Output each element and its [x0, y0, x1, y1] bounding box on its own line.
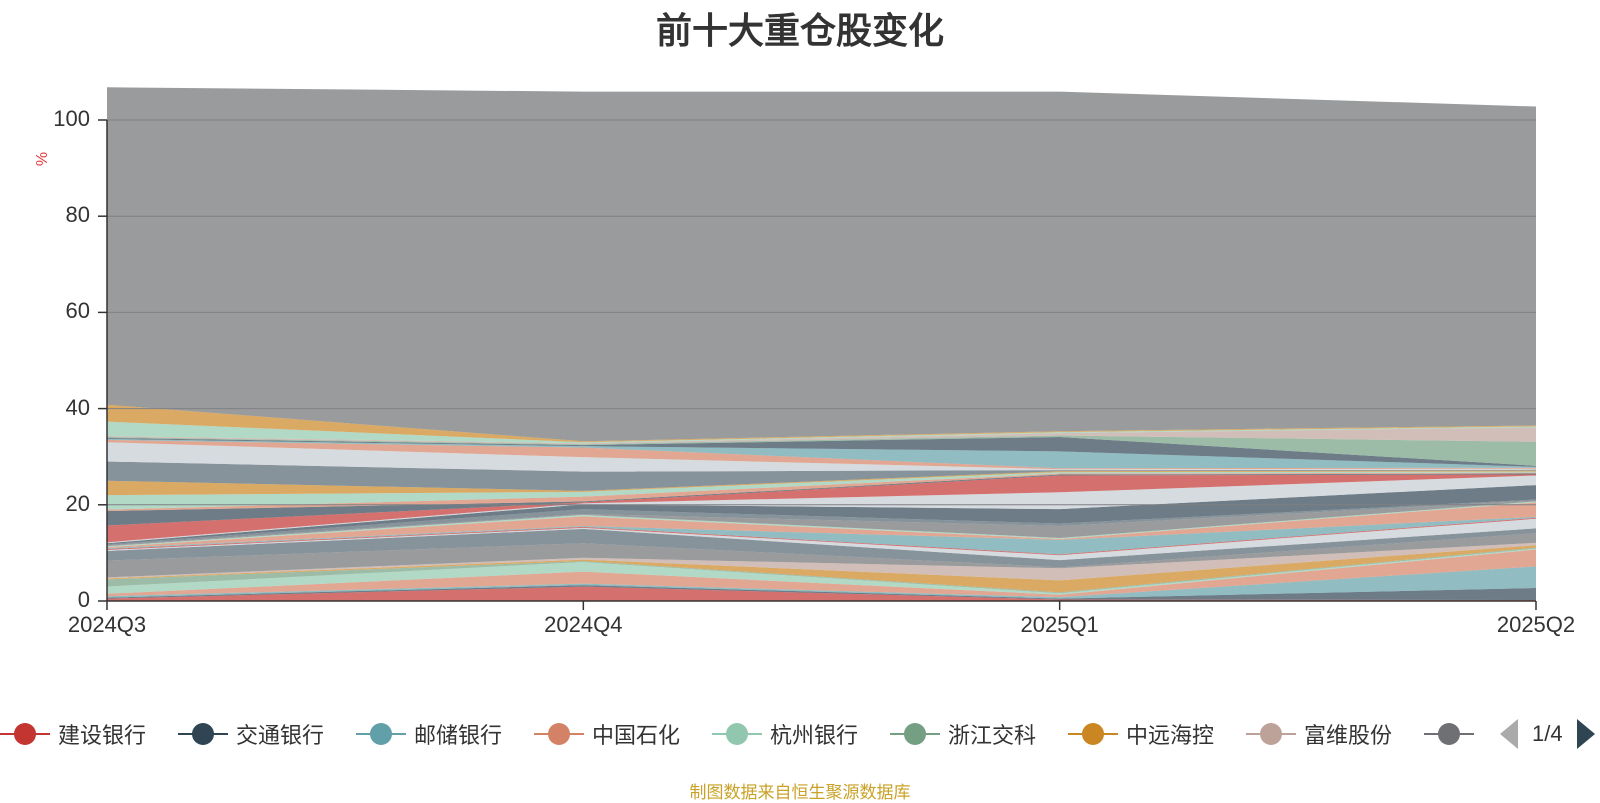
area-layer-11 — [107, 518, 1536, 561]
legend-item-2[interactable]: 交通银行 — [178, 716, 324, 752]
y-tick-label-20: 20 — [65, 490, 90, 516]
legend-marker — [178, 722, 228, 746]
area-layer-16 — [107, 500, 1536, 547]
legend-marker — [1068, 722, 1118, 746]
x-tick-label-2025Q1: 2025Q1 — [1020, 612, 1099, 637]
area-layer-6 — [107, 547, 1536, 594]
y-tick-label-100: 100 — [53, 106, 90, 131]
y-tick-label-60: 60 — [65, 298, 90, 324]
legend-marker — [890, 722, 940, 746]
legend-label: 中远海控 — [1126, 724, 1215, 749]
y-axis-unit: % — [34, 151, 52, 167]
legend-marker — [1246, 722, 1296, 746]
legend-page-indicator: 1/4 — [1532, 721, 1563, 746]
area-layer-13 — [107, 516, 1536, 555]
area-layer-14 — [107, 502, 1536, 549]
legend-marker — [712, 722, 762, 746]
area-layer-25 — [107, 461, 1536, 491]
legend-label: 建设银行 — [58, 724, 147, 749]
source-note: 制图数据来自恒生聚源数据库 — [689, 783, 911, 803]
area-layer-31 — [107, 427, 1536, 445]
x-tick-label-2024Q3: 2024Q3 — [67, 612, 147, 637]
legend-item-6[interactable]: 浙江交科 — [890, 716, 1036, 752]
area-layer-27 — [107, 439, 1536, 470]
legend-item-3[interactable]: 邮储银行 — [356, 716, 502, 752]
legend-marker — [1424, 722, 1474, 746]
legend-label: 富维股份 — [1304, 724, 1393, 749]
area-layer-28 — [107, 438, 1536, 469]
area-layer-32 — [107, 421, 1536, 444]
y-tick-label-80: 80 — [65, 202, 90, 228]
area-layer-8 — [107, 542, 1536, 581]
area-layer-15 — [107, 501, 1536, 548]
area-layer-2 — [107, 585, 1536, 601]
legend-label: 邮储银行 — [414, 724, 503, 749]
legend-item-7[interactable]: 中远海控 — [1068, 716, 1214, 752]
legend: 建设银行 交通银行 邮储银行 中国石化 杭州银行 浙江交科 中远海控 富维股份 汽 — [0, 716, 1480, 752]
x-tick-label-2024Q4: 2024Q4 — [544, 612, 623, 637]
legend-label: 浙江交科 — [948, 724, 1037, 749]
area-layer-18 — [107, 485, 1536, 545]
legend-pager: 1/4 — [1500, 716, 1595, 752]
area-layer-33 — [107, 404, 1536, 443]
area-layer-19 — [107, 475, 1536, 544]
x-tick-label-2025Q2: 2025Q2 — [1496, 612, 1576, 637]
chart-title: 前十大重仓股变化 — [655, 11, 944, 52]
legend-item-4[interactable]: 中国石化 — [534, 716, 680, 752]
legend-label: 中国石化 — [592, 724, 681, 749]
legend-item-8[interactable]: 富维股份 — [1246, 716, 1392, 752]
area-layer-12 — [107, 517, 1536, 556]
area-layer-3 — [107, 566, 1536, 599]
legend-item-1[interactable]: 建设银行 — [0, 716, 146, 752]
legend-label: 交通银行 — [236, 724, 325, 749]
y-tick-label-40: 40 — [65, 394, 90, 420]
legend-item-9[interactable]: 汽 — [1424, 716, 1480, 752]
legend-marker — [356, 722, 406, 746]
legend-item-5[interactable]: 杭州银行 — [712, 716, 858, 752]
y-tick-label-0: 0 — [77, 587, 90, 612]
area-layer-22 — [107, 472, 1536, 512]
area-layer-24 — [107, 470, 1536, 496]
legend-prev-icon[interactable] — [1500, 719, 1518, 749]
area-layer-4 — [107, 549, 1536, 598]
area-layer-7 — [107, 545, 1536, 593]
area-layer-10 — [107, 528, 1536, 568]
legend-label: 杭州银行 — [770, 724, 859, 749]
area-layer-26 — [107, 442, 1536, 472]
area-layer-30 — [107, 435, 1536, 466]
legend-next-icon[interactable] — [1576, 719, 1595, 749]
legend-marker — [0, 722, 50, 746]
area-layer-34 — [107, 87, 1536, 442]
legend-marker — [534, 722, 584, 746]
area-layer-1 — [107, 586, 1536, 601]
area-layer-29 — [107, 436, 1536, 467]
area-layer-9 — [107, 533, 1536, 578]
area-layer-5 — [107, 548, 1536, 595]
